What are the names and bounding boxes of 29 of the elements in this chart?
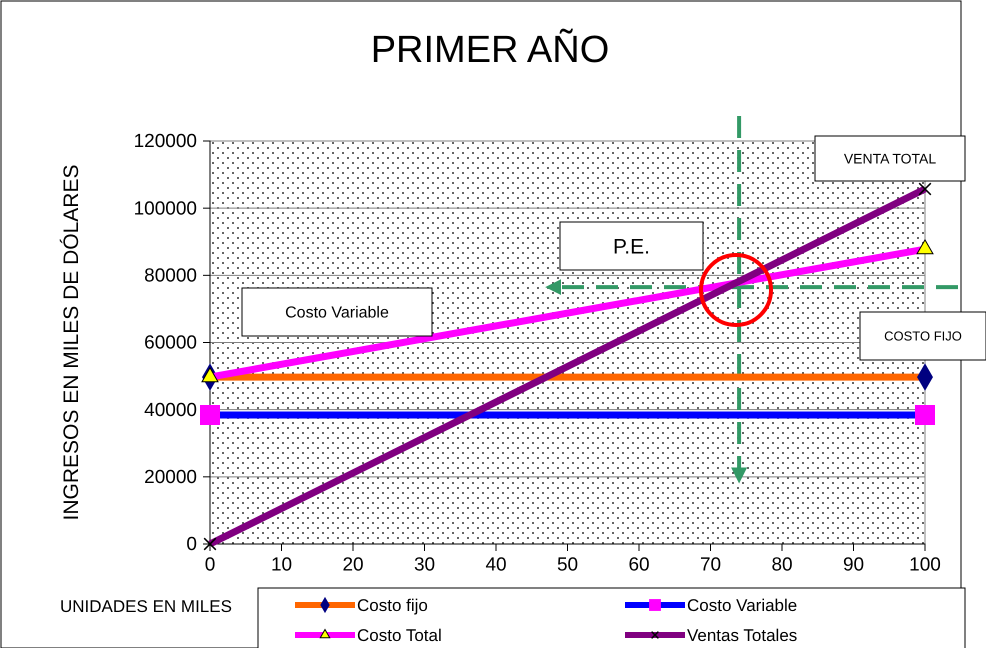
x-tick-label: 40 — [485, 554, 507, 576]
annotation: VENTA TOTAL — [844, 150, 936, 166]
y-tick-label: 40000 — [144, 400, 197, 421]
annotation: Costo Variable — [285, 304, 389, 322]
legend-label: Costo fijo — [357, 596, 428, 615]
y-tick-label: 0 — [186, 534, 197, 556]
x-tick-label: 50 — [556, 554, 578, 576]
x-tick-label: 100 — [909, 554, 941, 576]
x-tick-label: 70 — [700, 554, 722, 576]
x-tick-label: 0 — [204, 554, 216, 576]
annotation: COSTO FIJO — [884, 328, 962, 344]
chart-title: PRIMER AÑO — [370, 28, 610, 71]
y-tick-label: 80000 — [144, 265, 197, 286]
x-axis-title: UNIDADES EN MILES — [60, 597, 232, 616]
annotation: P.E. — [613, 235, 650, 258]
y-tick-label: 20000 — [144, 466, 197, 488]
x-tick-label: 10 — [270, 554, 292, 576]
legend-label: Ventas Totales — [687, 626, 798, 645]
x-tick-label: 80 — [771, 554, 793, 576]
x-tick-label: 90 — [842, 554, 864, 576]
legend-label: Costo Total — [357, 626, 442, 645]
y-tick-label: 120000 — [134, 131, 197, 152]
x-tick-label: 20 — [342, 554, 364, 576]
x-tick-label: 60 — [628, 554, 650, 576]
y-tick-label: 100000 — [134, 198, 197, 220]
x-tick-label: 30 — [414, 554, 436, 576]
legend-label: Costo Variable — [687, 596, 798, 615]
y-tick-label: 60000 — [144, 332, 197, 354]
y-axis-title: INGRESOS EN MILES DE DÓLARES — [59, 164, 83, 520]
